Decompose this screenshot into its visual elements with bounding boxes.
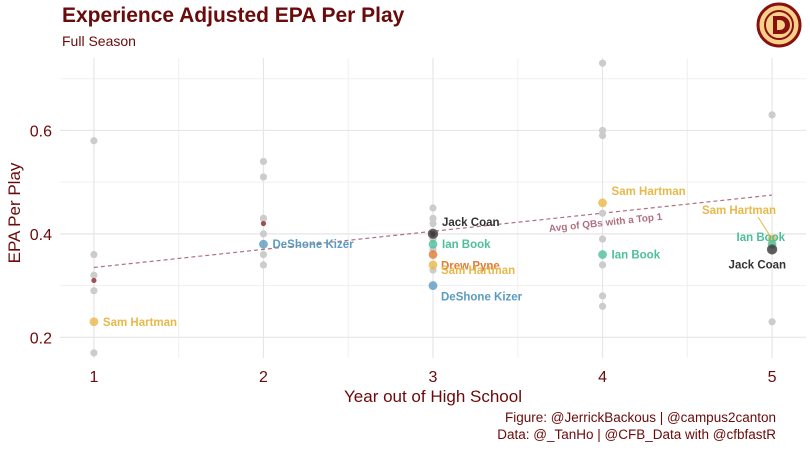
- background-point: [598, 235, 607, 243]
- points-layer: [89, 59, 778, 357]
- background-point: [429, 219, 437, 228]
- background-point: [259, 214, 268, 222]
- x-tick-label: 1: [89, 369, 98, 386]
- team-average-point: [91, 277, 97, 284]
- point-label: Sam Hartman: [103, 317, 177, 329]
- highlighted-point: [427, 228, 439, 240]
- background-point: [768, 318, 776, 326]
- y-axis-title: EPA Per Play: [5, 162, 24, 263]
- point-label: Jack Coan: [729, 259, 787, 271]
- background-point: [90, 250, 98, 259]
- highlighted-point: [598, 250, 607, 259]
- background-point: [768, 111, 776, 119]
- team-average-point: [260, 220, 267, 227]
- label-leader-line: [757, 216, 771, 237]
- background-point: [429, 214, 437, 222]
- axes-layer: 1 2 3 4 5 0.2 0.4 0.6 Year out of High School EPA…: [5, 123, 777, 406]
- background-point: [598, 126, 607, 135]
- x-tick-label: 5: [768, 369, 777, 386]
- point-label: Ian Book: [442, 239, 491, 251]
- background-point: [90, 349, 98, 357]
- background-point: [598, 209, 607, 217]
- chart-subtitle: Full Season: [62, 33, 136, 49]
- point-label: Ian Book: [612, 250, 661, 262]
- highlighted-point: [766, 244, 778, 255]
- caption-figure-credit: Figure: @JerrickBackous | @campus2canton: [504, 410, 776, 425]
- point-label: Jack Coan: [442, 217, 500, 229]
- highlighted-point: [428, 250, 438, 259]
- y-tick-label: 0.6: [30, 123, 52, 140]
- background-point: [598, 131, 607, 140]
- point-label: DeShone Kizer: [272, 239, 354, 251]
- point-label: Sam Hartman: [702, 205, 776, 217]
- highlighted-point: [428, 260, 438, 270]
- background-point: [259, 230, 268, 238]
- background-point: [429, 204, 437, 212]
- y-tick-label: 0.4: [30, 227, 52, 244]
- background-point: [90, 137, 98, 145]
- background-point: [598, 302, 607, 310]
- point-label: DeShone Kizer: [441, 292, 523, 304]
- team-logo-icon: [756, 2, 802, 48]
- background-point: [259, 250, 268, 259]
- x-tick-label: 4: [598, 369, 607, 386]
- trend-line: [93, 194, 773, 269]
- labels-layer: Sam Hartman DeShone Kizer Jack Coan Ian Boo…: [103, 186, 786, 329]
- point-label: Ian Book: [737, 232, 786, 244]
- x-axis-title: Year out of High School: [344, 387, 522, 406]
- highlighted-point: [428, 239, 438, 249]
- background-point: [259, 173, 268, 181]
- background-point: [90, 271, 98, 279]
- point-label: Drew Pyne: [441, 261, 500, 273]
- background-point: [259, 157, 268, 166]
- background-point: [598, 292, 607, 300]
- y-tick-label: 0.2: [30, 330, 52, 347]
- highlighted-point: [428, 281, 438, 290]
- background-point: [90, 287, 98, 295]
- caption-data-credit: Data: @_TanHo | @CFB_Data with @cfbfastR: [497, 427, 776, 442]
- background-point: [598, 261, 607, 269]
- background-point: [259, 261, 268, 269]
- point-label: Sam Hartman: [441, 265, 515, 277]
- point-label: Sam Hartman: [612, 186, 686, 198]
- trend-line-label: Avg of QBs with a Top 1: [548, 212, 663, 235]
- x-tick-label: 3: [429, 369, 438, 386]
- highlighted-point: [89, 317, 99, 327]
- highlighted-point: [598, 198, 607, 208]
- background-point: [598, 59, 607, 67]
- x-tick-label: 2: [259, 369, 268, 386]
- chart-title: Experience Adjusted EPA Per Play: [62, 4, 405, 27]
- highlighted-point: [259, 239, 268, 249]
- caption: Figure: @JerrickBackous | @campus2canton…: [497, 409, 776, 443]
